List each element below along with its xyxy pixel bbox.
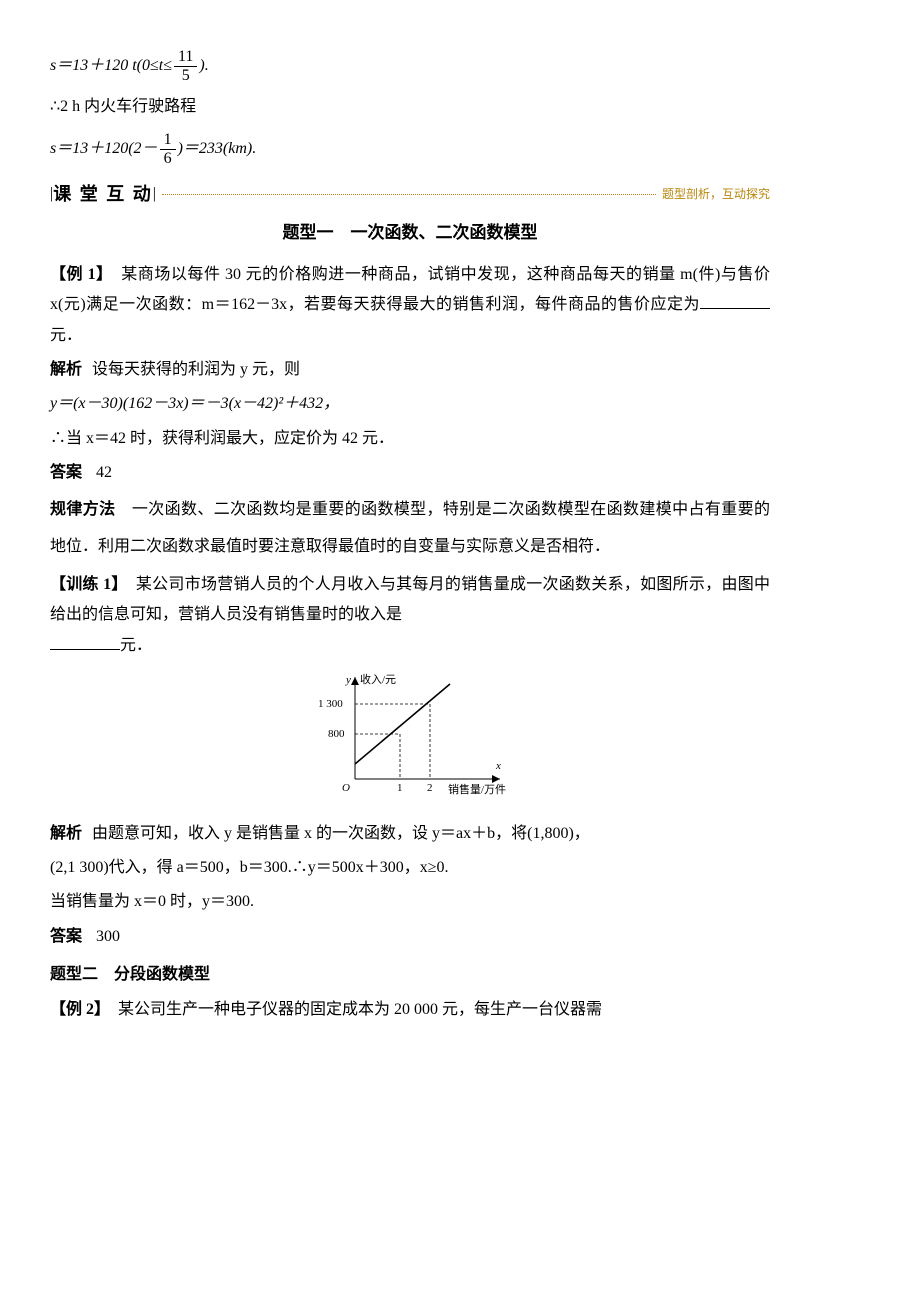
dotted-fill <box>162 194 656 195</box>
chart-ytick-2: 800 <box>328 728 345 740</box>
eq1-suffix: ). <box>199 57 208 74</box>
jiexi-1-line1: 设每天获得的利润为 y 元，则 <box>92 361 300 378</box>
section-label: 课 堂 互 动 <box>53 177 153 211</box>
example-1-text: 某商场以每件 30 元的价格购进一种商品，试销中发现，这种商品每天的销量 m(件… <box>50 266 770 313</box>
training-1-label: 【训练 1】 <box>50 576 120 593</box>
section-bar: | 课 堂 互 动 | 题型剖析，互动探究 <box>50 177 770 211</box>
example-1: 【例 1】 某商场以每件 30 元的价格购进一种商品，试销中发现，这种商品每天的… <box>50 260 770 351</box>
jiexi-1-line3: ∴当 x＝42 时，获得利润最大，应定价为 42 元． <box>50 424 770 454</box>
chart-origin: O <box>342 782 350 794</box>
chart-xtick-1: 1 <box>397 782 403 794</box>
jiexi-2-line2: (2,1 300)代入，得 a＝500，b＝300.∴y＝500x＋300，x≥… <box>50 853 770 883</box>
answer-2-label: 答案 <box>50 928 82 945</box>
example-2-label: 【例 2】 <box>50 1001 102 1018</box>
jiexi-1-line2: y＝(x－30)(162－3x)＝－3(x－42)²＋432， <box>50 389 770 419</box>
training-1-suffix: 元． <box>120 637 152 654</box>
answer-1: 答案 42 <box>50 458 770 488</box>
rule-1: 规律方法 一次函数、二次函数均是重要的函数模型，特别是二次函数模型在函数建模中占… <box>50 492 770 566</box>
chart-xtick-2: 2 <box>427 782 433 794</box>
blank-1 <box>700 292 770 309</box>
eq1-fraction: 115 <box>174 48 197 84</box>
jiexi-1: 解析设每天获得的利润为 y 元，则 <box>50 355 770 385</box>
section-sub: 题型剖析，互动探究 <box>662 183 770 206</box>
jiexi-1-label: 解析 <box>50 355 82 385</box>
chart-svg: y 收入/元 x 销售量/万件 O 1 2 1 300 800 <box>300 669 520 799</box>
eq2-prefix: s＝13＋120(2－ <box>50 140 158 157</box>
section-bar-close: | <box>153 179 156 209</box>
line-2h: ∴2 h 内火车行驶路程 <box>50 92 770 122</box>
example-1-suffix: 元． <box>50 327 82 344</box>
chart: y 收入/元 x 销售量/万件 O 1 2 1 300 800 <box>50 669 770 810</box>
answer-1-value: 42 <box>96 464 112 481</box>
chart-y-var: y <box>345 674 351 686</box>
chart-x-var: x <box>495 760 501 772</box>
answer-2: 答案 300 <box>50 922 770 952</box>
chart-x-label: 销售量/万件 <box>448 782 506 796</box>
eq1-prefix: s＝13＋120 t(0≤t≤ <box>50 57 172 74</box>
eq2-fraction: 16 <box>160 131 176 167</box>
jiexi-2-line1: 由题意可知，收入 y 是销售量 x 的一次函数，设 y＝ax＋b，将(1,800… <box>92 825 590 842</box>
chart-ytick-1: 1 300 <box>318 698 343 710</box>
equation-2: s＝13＋120(2－16)＝233(km). <box>50 131 770 167</box>
example-2: 【例 2】 某公司生产一种电子仪器的固定成本为 20 000 元，每生产一台仪器… <box>50 995 770 1025</box>
jiexi-2-label: 解析 <box>50 819 82 849</box>
rule-1-label: 规律方法 <box>50 501 116 518</box>
training-1: 【训练 1】 某公司市场营销人员的个人月收入与其每月的销售量成一次函数关系，如图… <box>50 570 770 661</box>
example-2-text: 某公司生产一种电子仪器的固定成本为 20 000 元，每生产一台仪器需 <box>102 1001 602 1018</box>
jiexi-2-line3: 当销售量为 x＝0 时，y＝300. <box>50 887 770 917</box>
chart-y-label: 收入/元 <box>360 672 396 686</box>
rule-1-text: 一次函数、二次函数均是重要的函数模型，特别是二次函数模型在函数建模中占有重要的地… <box>50 501 770 555</box>
jiexi-2: 解析由题意可知，收入 y 是销售量 x 的一次函数，设 y＝ax＋b，将(1,8… <box>50 819 770 849</box>
answer-1-label: 答案 <box>50 464 82 481</box>
answer-2-value: 300 <box>96 928 120 945</box>
example-1-label: 【例 1】 <box>50 266 105 283</box>
training-1-text: 某公司市场营销人员的个人月收入与其每月的销售量成一次函数关系，如图所示，由图中给… <box>50 576 770 623</box>
topic-1-title: 题型一 一次函数、二次函数模型 <box>50 217 770 249</box>
equation-1: s＝13＋120 t(0≤t≤115). <box>50 48 770 84</box>
eq2-suffix: )＝233(km). <box>178 140 257 157</box>
topic-2-title: 题型二 分段函数模型 <box>50 960 770 990</box>
blank-2 <box>50 633 120 650</box>
